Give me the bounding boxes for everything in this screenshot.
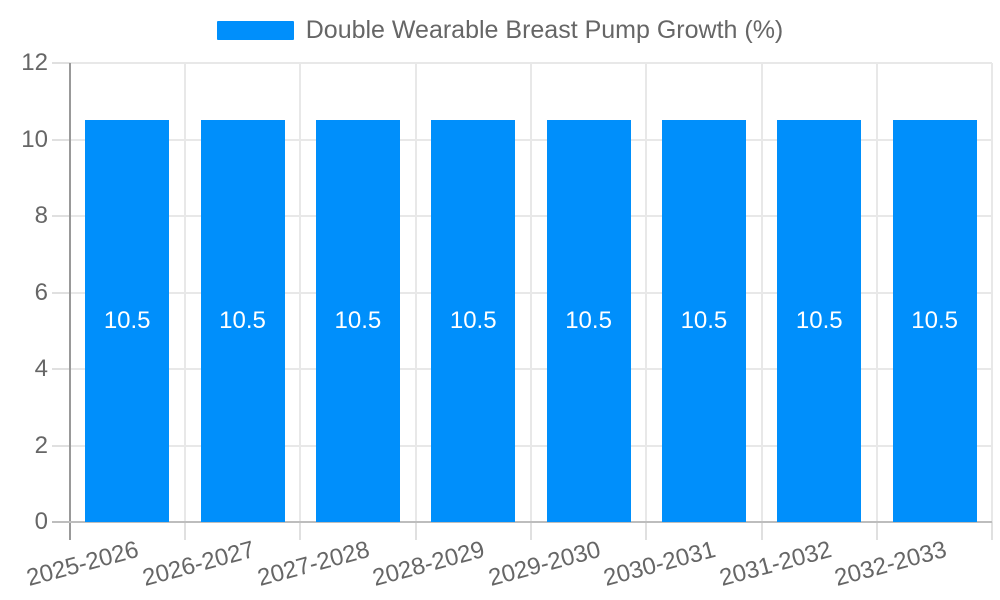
gridline-vertical — [645, 63, 648, 522]
bar[interactable]: 10.5 — [200, 120, 285, 522]
x-tick-label: 2026-2027 — [139, 536, 258, 592]
bar-value-label: 10.5 — [103, 307, 151, 335]
bar-value-label: 10.5 — [449, 307, 497, 335]
x-tick-label: 2032-2033 — [831, 536, 950, 592]
x-axis-tick — [68, 522, 71, 540]
bar[interactable]: 10.5 — [85, 120, 170, 522]
x-tick-label: 2025-2026 — [24, 536, 142, 592]
y-tick-label: 4 — [34, 355, 48, 382]
bar[interactable]: 10.5 — [546, 120, 631, 522]
y-tick-label: 12 — [21, 49, 48, 76]
y-tick-label: 8 — [34, 202, 48, 229]
bar-value-label: 10.5 — [219, 307, 266, 335]
legend-item[interactable]: Double Wearable Breast Pump Growth (%) — [216, 15, 784, 46]
y-tick-label: 0 — [34, 508, 48, 535]
y-tick-label: 10 — [21, 125, 48, 153]
y-tick-label: 2 — [34, 431, 48, 459]
gridline-vertical — [875, 63, 878, 522]
bar-value-label: 10.5 — [334, 307, 382, 335]
bar[interactable]: 10.5 — [431, 120, 516, 522]
x-axis-tick — [760, 522, 763, 540]
x-axis-tick — [991, 522, 994, 540]
chart-legend: Double Wearable Breast Pump Growth (%) — [0, 14, 1000, 46]
bar-value-label: 10.5 — [911, 307, 958, 335]
y-axis-tick — [51, 138, 70, 141]
x-tick-label: 2030-2031 — [600, 536, 719, 592]
bar[interactable]: 10.5 — [315, 120, 400, 522]
x-axis-line — [51, 521, 993, 523]
bar-value-label: 10.5 — [680, 307, 728, 335]
x-axis-tick — [645, 522, 648, 540]
y-axis-tick — [51, 291, 70, 294]
x-tick-label: 2031-2032 — [716, 536, 835, 592]
gridline-vertical — [414, 63, 417, 522]
y-axis-tick — [51, 444, 70, 447]
gridline-vertical — [183, 63, 186, 522]
legend-swatch-icon — [216, 20, 294, 40]
bar[interactable]: 10.5 — [892, 120, 977, 522]
gridline-vertical — [991, 63, 994, 522]
x-tick-label: 2029-2030 — [485, 536, 604, 592]
x-tick-label: 2027-2028 — [254, 536, 373, 592]
y-tick-label: 6 — [34, 278, 48, 306]
y-axis-tick — [51, 215, 70, 217]
bar[interactable]: 10.5 — [777, 120, 862, 522]
x-axis-tick — [183, 522, 186, 540]
y-axis-line — [68, 63, 71, 522]
gridline-vertical — [299, 63, 302, 522]
bar-value-label: 10.5 — [565, 307, 612, 335]
x-axis-tick — [299, 522, 302, 540]
y-axis-tick — [51, 62, 70, 64]
y-axis-tick — [51, 368, 70, 370]
gridline-vertical — [760, 63, 763, 522]
x-tick-label: 2028-2029 — [370, 536, 488, 592]
x-axis-tick — [529, 522, 532, 540]
x-axis-tick — [875, 522, 878, 540]
x-axis-tick — [414, 522, 417, 540]
bar-value-label: 10.5 — [795, 307, 843, 335]
legend-label: Double Wearable Breast Pump Growth (%) — [305, 15, 784, 44]
bar[interactable]: 10.5 — [661, 120, 746, 522]
gridline-vertical — [529, 63, 532, 522]
